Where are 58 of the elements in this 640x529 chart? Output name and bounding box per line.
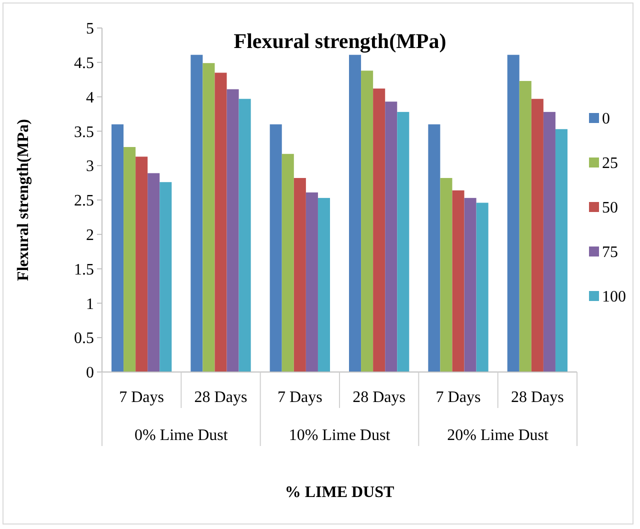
bar bbox=[124, 147, 136, 372]
x-axis-title: % LIME DUST bbox=[284, 484, 394, 501]
bar bbox=[464, 198, 476, 372]
bar bbox=[555, 129, 568, 372]
x-tick-label: 7 Days bbox=[277, 389, 322, 406]
bar bbox=[270, 124, 282, 372]
bar bbox=[452, 190, 464, 372]
bar bbox=[294, 178, 306, 372]
bar bbox=[148, 173, 160, 372]
bar bbox=[214, 72, 227, 372]
y-tick-label: 5 bbox=[86, 20, 94, 38]
bar bbox=[440, 178, 452, 372]
bar bbox=[507, 54, 520, 372]
bar bbox=[226, 89, 239, 372]
y-tick-label: 1 bbox=[86, 296, 94, 313]
y-tick-label: 0.5 bbox=[74, 330, 94, 348]
bar bbox=[476, 202, 488, 372]
y-axis-title: Flexural strength(MPa) bbox=[15, 119, 32, 281]
bar bbox=[136, 156, 148, 372]
y-tick-label: 4.5 bbox=[74, 55, 94, 72]
bar bbox=[531, 98, 544, 372]
bar bbox=[282, 154, 294, 372]
x-tick-label: 28 Days bbox=[510, 389, 564, 406]
bar bbox=[373, 88, 386, 372]
chart-title: Flexural strength(MPa) bbox=[234, 29, 446, 53]
bar bbox=[202, 63, 215, 372]
bar bbox=[428, 124, 440, 372]
legend-label: 100 bbox=[602, 288, 626, 306]
y-tick-label: 2.5 bbox=[74, 192, 94, 210]
y-tick-label: 1.5 bbox=[74, 261, 94, 278]
y-tick-label: 3 bbox=[86, 158, 94, 176]
bar bbox=[190, 54, 203, 372]
text: 20% Lime Dust bbox=[447, 427, 550, 444]
text: 0% Lime Dust bbox=[134, 427, 228, 444]
bar bbox=[397, 112, 410, 372]
bar bbox=[306, 192, 318, 372]
x-tick-label: 7 Days bbox=[436, 389, 481, 406]
legend-label: 25 bbox=[602, 155, 618, 172]
y-tick-label: 3.5 bbox=[74, 124, 94, 141]
bar bbox=[361, 70, 374, 372]
text: 10% Lime Dust bbox=[288, 427, 391, 444]
bar bbox=[385, 102, 398, 372]
bar bbox=[238, 98, 251, 372]
bar bbox=[318, 198, 330, 372]
bar bbox=[349, 54, 362, 372]
legend-label: 0 bbox=[602, 110, 610, 128]
bar bbox=[519, 80, 532, 372]
x-tick-label: 28 Days bbox=[352, 389, 406, 406]
y-tick-label: 2 bbox=[86, 227, 94, 244]
bar bbox=[112, 124, 124, 372]
x-tick-label: 28 Days bbox=[194, 389, 248, 406]
bar bbox=[543, 112, 556, 372]
y-tick-label: 0 bbox=[86, 364, 94, 382]
bar bbox=[160, 182, 172, 372]
legend-label: 75 bbox=[602, 244, 618, 262]
legend-label: 50 bbox=[602, 200, 618, 217]
x-tick-label: 7 Days bbox=[119, 389, 164, 406]
y-tick-label: 4 bbox=[86, 89, 94, 106]
